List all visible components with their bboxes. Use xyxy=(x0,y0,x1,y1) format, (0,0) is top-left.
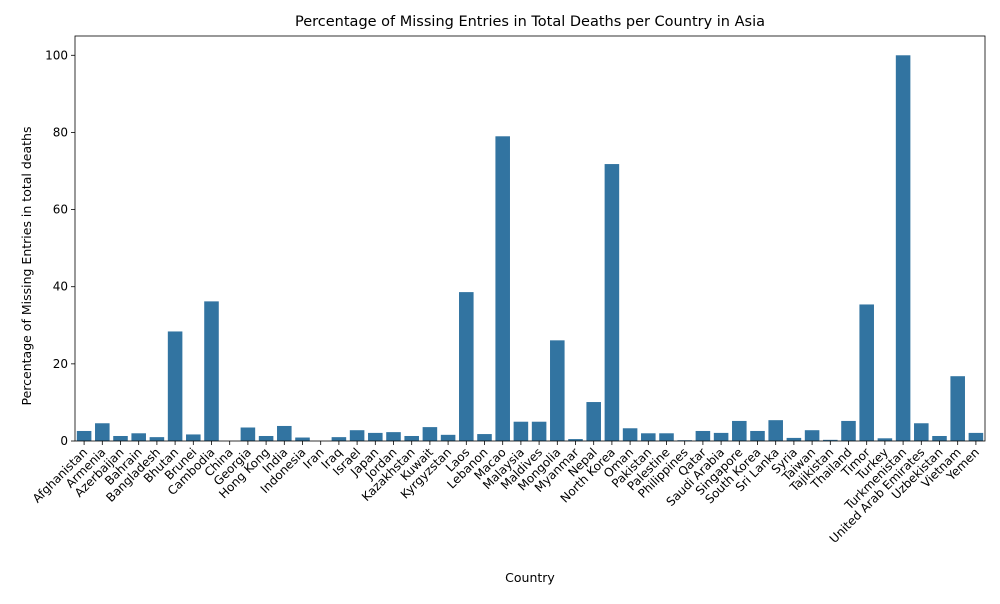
x-axis-ticks: AfghanistanArmeniaAzerbaijanBahrainBangl… xyxy=(30,441,982,546)
bar xyxy=(568,439,583,441)
y-axis-ticks: 0 20 40 60 80 100 xyxy=(45,48,75,448)
bar xyxy=(713,432,729,441)
bar xyxy=(459,292,474,441)
y-tick-label: 80 xyxy=(53,125,68,139)
bar xyxy=(659,433,674,441)
y-axis-label: Percentage of Missing Entries in total d… xyxy=(19,127,34,406)
bar xyxy=(932,435,947,441)
bar xyxy=(823,439,838,441)
bar xyxy=(695,430,711,441)
bar xyxy=(622,428,638,441)
bar xyxy=(404,435,419,441)
bar xyxy=(750,430,765,441)
bar xyxy=(240,427,256,441)
bar xyxy=(950,376,965,441)
bar xyxy=(331,437,347,441)
bar xyxy=(277,425,292,441)
bar xyxy=(804,430,820,441)
chart-title: Percentage of Missing Entries in Total D… xyxy=(295,14,765,30)
y-tick-label: 40 xyxy=(53,280,68,294)
bar xyxy=(841,420,856,441)
bar xyxy=(349,430,365,441)
bar xyxy=(531,421,547,441)
bar xyxy=(477,434,492,441)
bar xyxy=(258,435,274,441)
bar xyxy=(295,437,310,441)
bar xyxy=(550,340,565,441)
bar xyxy=(895,55,911,441)
bar xyxy=(368,432,383,441)
bar xyxy=(131,433,146,441)
bar xyxy=(113,435,128,441)
y-tick-label: 60 xyxy=(53,203,68,217)
bar xyxy=(186,434,201,441)
bar xyxy=(732,420,747,441)
bars-group xyxy=(76,55,984,442)
bar xyxy=(386,432,401,441)
bar xyxy=(95,423,110,441)
bar xyxy=(76,430,92,441)
bar xyxy=(604,164,620,441)
bar xyxy=(914,423,929,441)
x-axis-label: Country xyxy=(505,570,555,585)
plot-border xyxy=(74,35,986,442)
bar xyxy=(786,437,802,441)
bar xyxy=(641,433,656,441)
bar xyxy=(859,304,874,441)
bar xyxy=(968,432,984,441)
bar xyxy=(204,301,219,441)
bar xyxy=(167,331,183,441)
bar xyxy=(877,438,893,441)
y-tick-label: 100 xyxy=(45,48,68,62)
bar xyxy=(586,402,601,441)
y-tick-label: 0 xyxy=(60,434,68,448)
y-tick-label: 20 xyxy=(53,357,68,371)
plot-frame xyxy=(74,35,986,442)
bar xyxy=(440,434,456,441)
bar xyxy=(422,427,438,441)
bar xyxy=(768,420,783,441)
bar xyxy=(495,136,510,442)
bar xyxy=(149,437,165,441)
bar xyxy=(513,421,529,441)
